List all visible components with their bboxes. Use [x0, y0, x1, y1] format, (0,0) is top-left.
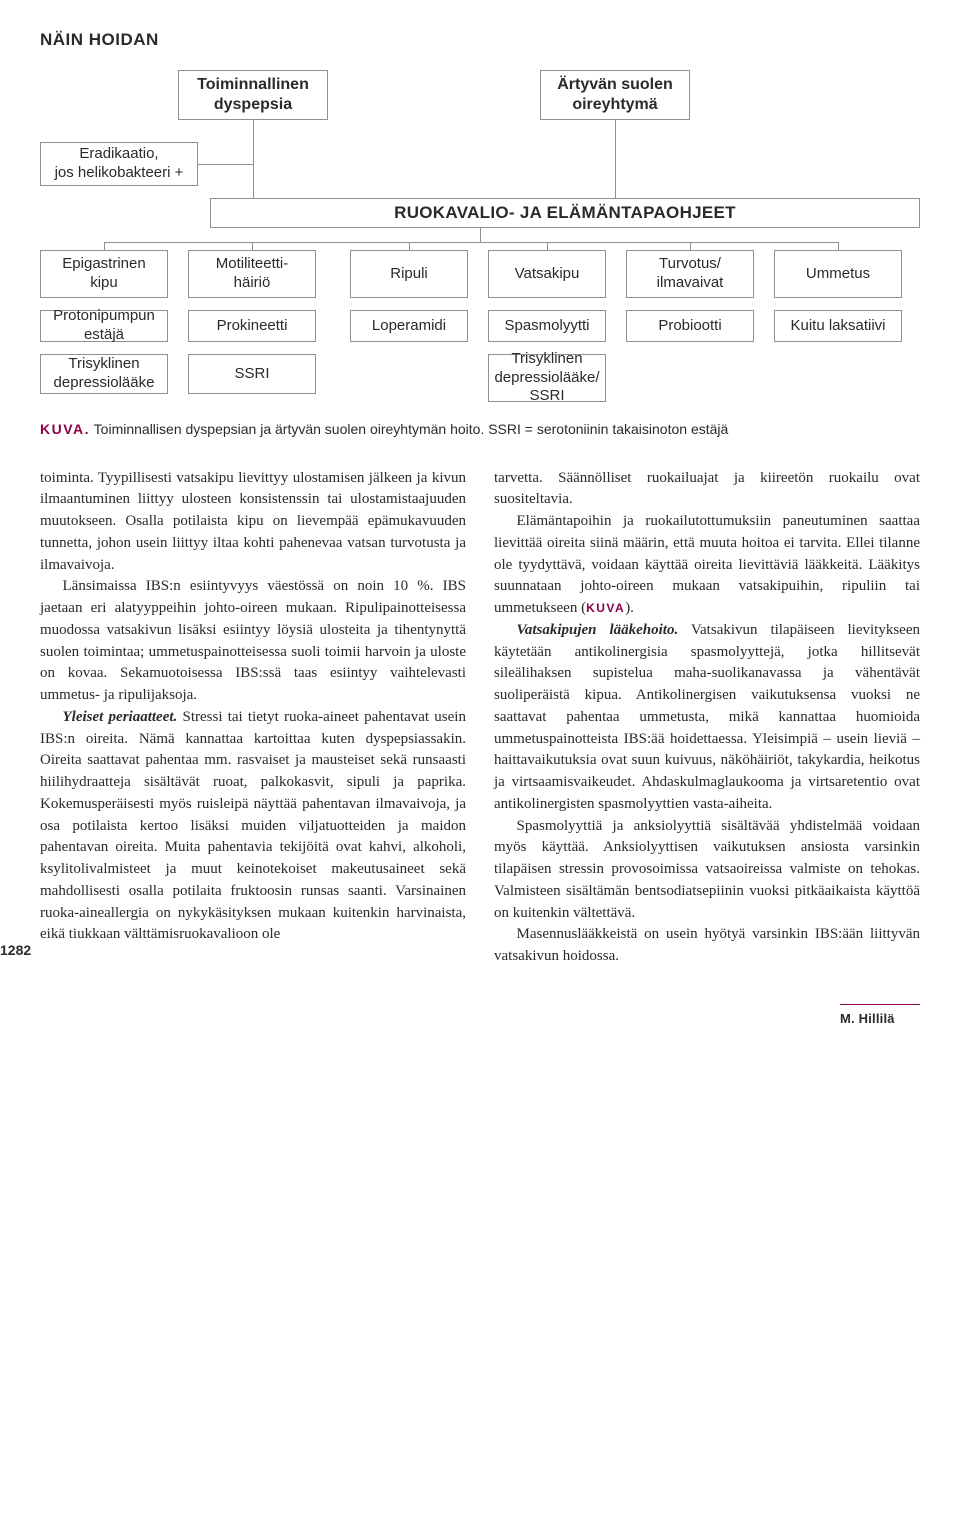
paragraph: Elämäntapoihin ja ruokailutottumuksiin p…: [494, 511, 920, 620]
flow-node-motil: Motiliteetti- häiriö: [188, 250, 316, 298]
flow-node-ripuli: Ripuli: [350, 250, 468, 298]
right-column: tarvetta. Säännölliset ruokailuajat ja k…: [494, 468, 920, 968]
page-footer: 1282 M. Hillilä: [40, 1004, 920, 1026]
flow-connector-9: [690, 242, 691, 250]
flow-connector-4: [104, 242, 838, 243]
flow-connector-0: [253, 120, 254, 198]
flow-connector-7: [409, 242, 410, 250]
flow-connector-1: [615, 120, 616, 198]
flow-connector-2: [198, 164, 253, 165]
footer-author: M. Hillilä: [840, 1004, 920, 1026]
paragraph: tarvetta. Säännölliset ruokailuajat ja k…: [494, 468, 920, 512]
flow-node-ummetus: Ummetus: [774, 250, 902, 298]
flow-node-vatsakipu: Vatsakipu: [488, 250, 606, 298]
paragraph: Länsimaissa IBS:n esiintyvyys väestössä …: [40, 576, 466, 707]
flow-node-eradik: Eradikaatio, jos helikobakteeri +: [40, 142, 198, 186]
paragraph: Yleiset periaatteet. Stressi tai tietyt …: [40, 707, 466, 946]
flow-node-prokin: Prokineetti: [188, 310, 316, 342]
paragraph: toiminta. Tyypillisesti vatsakipu lievit…: [40, 468, 466, 577]
flow-node-func_dysp: Toiminnallinen dyspepsia: [178, 70, 328, 120]
paragraph: Vatsakipujen lääkehoito. Vatsakivun tila…: [494, 620, 920, 816]
flow-node-ssri: SSRI: [188, 354, 316, 394]
body-columns: toiminta. Tyypillisesti vatsakipu lievit…: [40, 468, 920, 968]
caption-label: KUVA.: [40, 421, 90, 437]
flow-connector-5: [104, 242, 105, 250]
flow-node-ppi: Protonipumpun estäjä: [40, 310, 168, 342]
flow-node-turvotus: Turvotus/ ilmavaivat: [626, 250, 754, 298]
figure-ref: KUVA: [586, 601, 625, 615]
flow-connector-10: [838, 242, 839, 250]
flowchart: Toiminnallinen dyspepsia Ärtyvän suolen o…: [40, 70, 920, 400]
left-column: toiminta. Tyypillisesti vatsakipu lievit…: [40, 468, 466, 968]
flow-node-ruoka: RUOKAVALIO- JA ELÄMÄNTAPAOHJEET: [210, 198, 920, 228]
paragraph: Spasmolyyttiä ja anksiolyyttiä sisältävä…: [494, 816, 920, 925]
figure-caption: KUVA. Toiminnallisen dyspepsian ja ärtyv…: [40, 420, 920, 440]
flow-connector-6: [252, 242, 253, 250]
flow-node-probio: Probiootti: [626, 310, 754, 342]
flow-node-ibs: Ärtyvän suolen oireyhtymä: [540, 70, 690, 120]
flow-node-tca_ssri: Trisyklinen depressiolääke/ SSRI: [488, 354, 606, 402]
caption-text: Toiminnallisen dyspepsian ja ärtyvän suo…: [94, 421, 729, 437]
paragraph: Masennuslääkkeistä on usein hyötyä varsi…: [494, 924, 920, 968]
page-number: 1282: [0, 942, 31, 958]
flow-connector-3: [480, 228, 481, 242]
flow-node-lopera: Loperamidi: [350, 310, 468, 342]
flow-node-kuitu: Kuitu laksatiivi: [774, 310, 902, 342]
flow-node-tca1: Trisyklinen depressiolääke: [40, 354, 168, 394]
flow-connector-8: [547, 242, 548, 250]
section-heading: NÄIN HOIDAN: [40, 30, 920, 50]
flow-node-epigast: Epigastrinen kipu: [40, 250, 168, 298]
flow-node-spasmo: Spasmolyytti: [488, 310, 606, 342]
